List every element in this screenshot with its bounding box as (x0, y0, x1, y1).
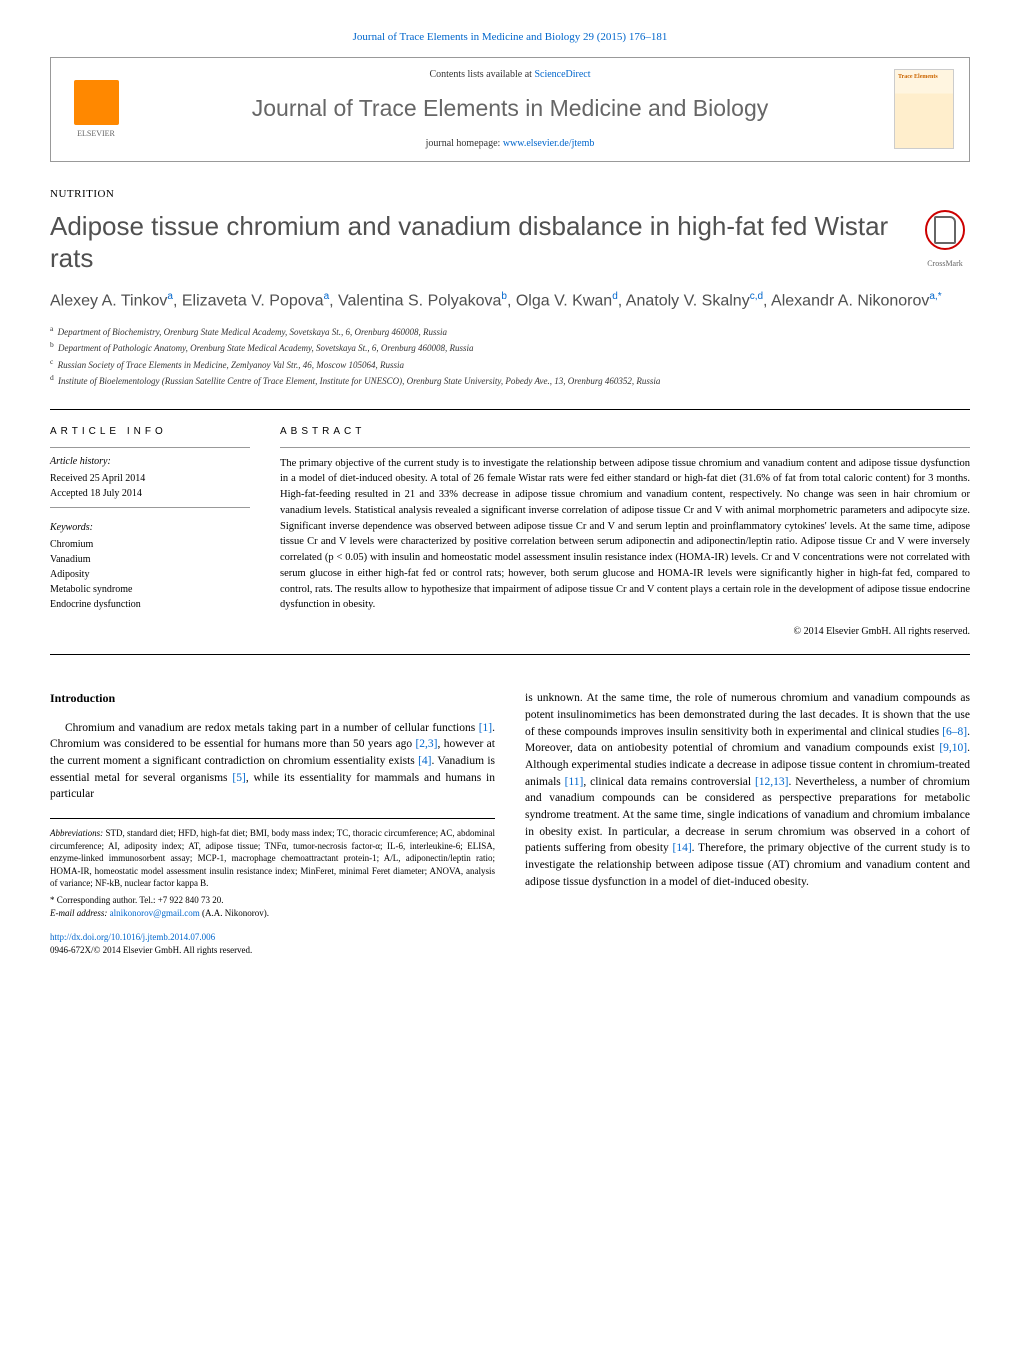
article-info-heading: ARTICLE INFO (50, 425, 250, 439)
abstract-text: The primary objective of the current stu… (280, 456, 970, 614)
body-columns: Introduction Chromium and vanadium are r… (50, 690, 970, 956)
keyword-item: Endocrine dysfunction (50, 597, 250, 612)
authors-line: Alexey A. Tinkova, Elizaveta V. Popovaa,… (50, 290, 970, 313)
abstract-copyright: © 2014 Elsevier GmbH. All rights reserve… (280, 625, 970, 639)
journal-homepage-line: journal homepage: www.elsevier.de/jtemb (141, 137, 879, 151)
crossmark-badge[interactable]: CrossMark (920, 210, 970, 269)
journal-reference: Journal of Trace Elements in Medicine an… (50, 30, 970, 45)
journal-title: Journal of Trace Elements in Medicine an… (141, 92, 879, 124)
article-info-col: ARTICLE INFO Article history: Received 2… (50, 425, 250, 640)
email-link[interactable]: alnikonorov@gmail.com (110, 908, 200, 918)
keyword-item: Metabolic syndrome (50, 582, 250, 597)
info-abstract-row: ARTICLE INFO Article history: Received 2… (50, 425, 970, 640)
homepage-prefix: journal homepage: (426, 138, 503, 149)
email-suffix: (A.A. Nikonorov). (200, 908, 269, 918)
intro-para-2: is unknown. At the same time, the role o… (525, 690, 970, 890)
email-line: E-mail address: alnikonorov@gmail.com (A… (50, 907, 495, 920)
info-divider (50, 447, 250, 448)
body-col-right: is unknown. At the same time, the role o… (525, 690, 970, 956)
introduction-heading: Introduction (50, 690, 495, 707)
homepage-link[interactable]: www.elsevier.de/jtemb (503, 138, 595, 149)
abstract-divider (280, 447, 970, 448)
header-center: Contents lists available at ScienceDirec… (126, 68, 894, 150)
crossmark-label: CrossMark (920, 258, 970, 269)
journal-cover-thumbnail: Trace Elements (894, 69, 954, 149)
affiliation-line: a Department of Biochemistry, Orenburg S… (50, 323, 970, 340)
elsevier-logo: ELSEVIER (66, 74, 126, 144)
cover-label: Trace Elements (898, 73, 938, 81)
crossmark-icon (925, 210, 965, 250)
elsevier-label: ELSEVIER (77, 128, 115, 139)
keyword-item: Adiposity (50, 567, 250, 582)
abbrev-label: Abbreviations: (50, 828, 103, 838)
keyword-item: Chromium (50, 537, 250, 552)
doi-block: http://dx.doi.org/10.1016/j.jtemb.2014.0… (50, 931, 495, 956)
divider-bottom (50, 654, 970, 655)
title-row: Adipose tissue chromium and vanadium dis… (50, 210, 970, 290)
contents-prefix: Contents lists available at (429, 69, 534, 80)
abbreviations: Abbreviations: STD, standard diet; HFD, … (50, 827, 495, 890)
footer-block: Abbreviations: STD, standard diet; HFD, … (50, 818, 495, 919)
abstract-col: ABSTRACT The primary objective of the cu… (280, 425, 970, 640)
received-date: Received 25 April 2014 (50, 471, 250, 486)
article-title: Adipose tissue chromium and vanadium dis… (50, 210, 900, 275)
doi-link[interactable]: http://dx.doi.org/10.1016/j.jtemb.2014.0… (50, 932, 215, 942)
article-info-content: Article history: Received 25 April 2014 … (50, 454, 250, 612)
info-divider-2 (50, 507, 250, 508)
sciencedirect-link[interactable]: ScienceDirect (534, 69, 590, 80)
section-label: NUTRITION (50, 187, 970, 202)
abstract-heading: ABSTRACT (280, 425, 970, 439)
affiliation-line: c Russian Society of Trace Elements in M… (50, 356, 970, 373)
affiliation-line: b Department of Pathologic Anatomy, Oren… (50, 339, 970, 356)
affiliations-block: a Department of Biochemistry, Orenburg S… (50, 323, 970, 389)
body-col-left: Introduction Chromium and vanadium are r… (50, 690, 495, 956)
intro-para-1: Chromium and vanadium are redox metals t… (50, 720, 495, 803)
history-label: Article history: (50, 454, 250, 469)
abbrev-text: STD, standard diet; HFD, high-fat diet; … (50, 828, 495, 888)
keyword-item: Vanadium (50, 552, 250, 567)
email-label: E-mail address: (50, 908, 110, 918)
journal-header-box: ELSEVIER Contents lists available at Sci… (50, 57, 970, 161)
elsevier-tree-icon (74, 80, 119, 125)
keywords-label: Keywords: (50, 520, 250, 535)
affiliation-line: d Institute of Bioelementology (Russian … (50, 372, 970, 389)
issn-copyright: 0946-672X/© 2014 Elsevier GmbH. All righ… (50, 945, 252, 955)
contents-available-line: Contents lists available at ScienceDirec… (141, 68, 879, 82)
corresponding-author: * Corresponding author. Tel.: +7 922 840… (50, 894, 495, 907)
divider-top (50, 409, 970, 410)
keywords-list: ChromiumVanadiumAdiposityMetabolic syndr… (50, 537, 250, 612)
accepted-date: Accepted 18 July 2014 (50, 486, 250, 501)
